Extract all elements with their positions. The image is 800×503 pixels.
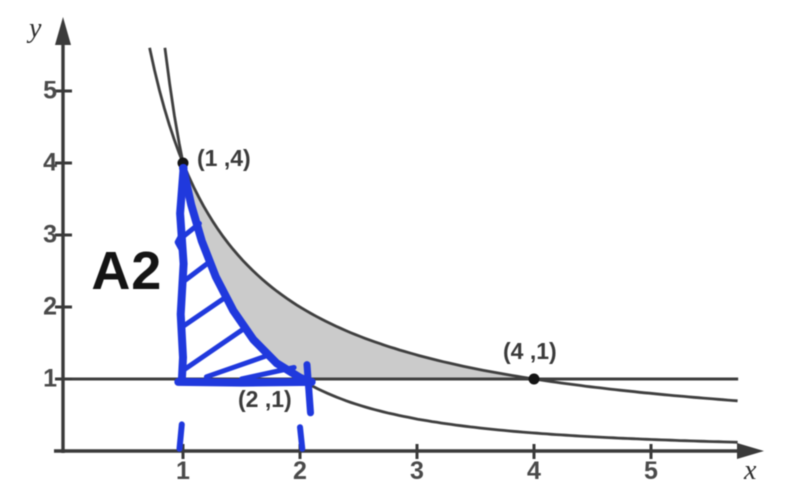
x-axis-letter: x — [744, 455, 757, 486]
y-tick-label-5: 5 — [43, 76, 57, 105]
annotation-stroke-hatch-4 — [180, 325, 248, 373]
y-axis-letter: y — [29, 13, 42, 44]
annotation-stroke-bottom-edge — [174, 377, 316, 387]
x-tick-label-3: 3 — [410, 457, 424, 485]
x-tick-label-2: 2 — [293, 457, 307, 485]
annotation-stroke-dash-below-x2 — [297, 424, 306, 452]
point-label-4-1: (4 ,1) — [503, 338, 557, 364]
annotation-stroke-hatch-5 — [203, 352, 271, 380]
y-tick-label-2: 2 — [43, 292, 57, 321]
annotation-stroke-curve-edge — [179, 164, 314, 386]
x-tick-label-5: 5 — [644, 457, 658, 485]
annotation-stroke-hatch-1 — [178, 221, 202, 242]
point-dot-4-1 — [528, 373, 540, 385]
point-label-2-1: (2 ,1) — [238, 386, 292, 412]
curve-4-over-x — [148, 47, 738, 403]
shaded-region — [183, 163, 534, 379]
annotation-stroke-right-cap — [303, 361, 314, 417]
y-tick-label-3: 3 — [43, 220, 57, 249]
y-tick-label-1: 1 — [43, 364, 57, 393]
annotation-stroke-hatch-2 — [178, 259, 213, 286]
y-axis-arrow — [55, 17, 71, 45]
annotation-stroke-hatch-3 — [179, 295, 228, 330]
y-tick-label-4: 4 — [43, 148, 57, 177]
x-tick-label-1: 1 — [176, 457, 190, 485]
region-a2-label: A2 — [91, 241, 163, 301]
annotation-stroke-dash-below-x1 — [176, 421, 185, 452]
annotation-stroke-left-edge — [176, 164, 188, 386]
annotation-stroke-hatch-6 — [239, 365, 297, 382]
x-tick-label-4: 4 — [527, 457, 541, 485]
x-axis-arrow — [737, 443, 764, 459]
point-label-1-4: (1 ,4) — [197, 145, 251, 171]
